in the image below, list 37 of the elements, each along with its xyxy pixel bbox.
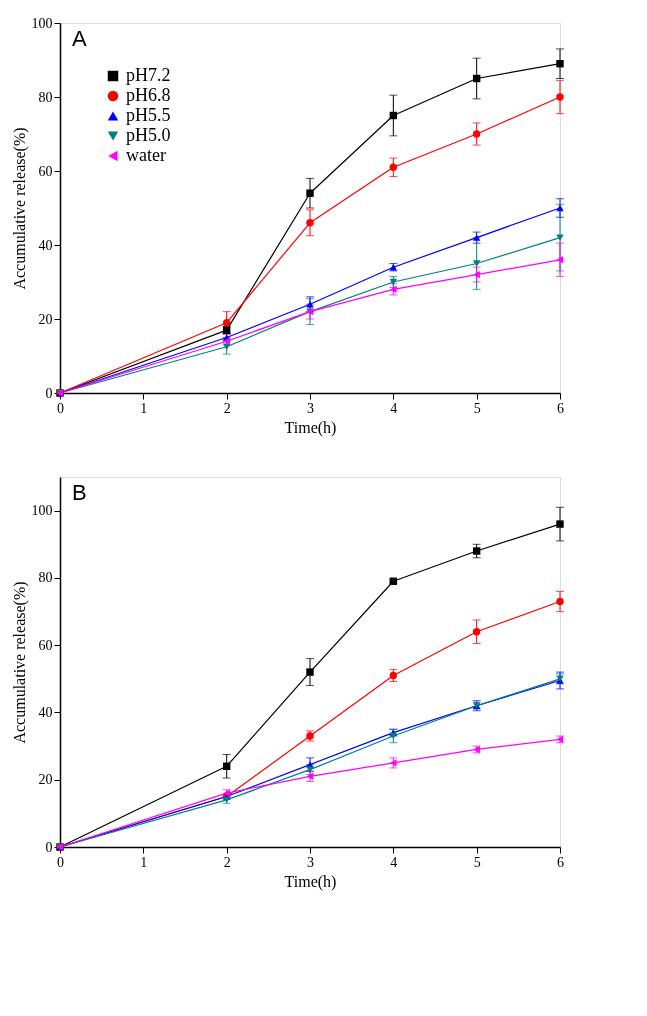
y-tick-label: 100 — [31, 503, 53, 519]
x-tick-label: 6 — [557, 854, 564, 870]
legend-label: pH5.5 — [126, 105, 171, 125]
y-tick-label: 80 — [38, 570, 53, 586]
x-tick-label: 4 — [390, 854, 398, 870]
x-tick-label: 3 — [307, 400, 314, 416]
y-tick-label: 20 — [38, 311, 53, 327]
y-tick-label: 20 — [38, 772, 53, 788]
y-axis-title: Accumulative release(%) — [10, 127, 29, 290]
x-tick-label: 0 — [57, 854, 64, 870]
legend-label: pH7.2 — [126, 65, 171, 85]
x-tick-label: 2 — [223, 854, 231, 870]
y-tick-label: 40 — [38, 704, 53, 720]
legend-label: water — [126, 145, 166, 165]
legend-label: pH6.8 — [126, 85, 171, 105]
y-tick-label: 100 — [31, 15, 53, 31]
x-tick-label: 5 — [473, 400, 481, 416]
chart-title: B — [72, 480, 87, 505]
x-tick-label: 0 — [57, 400, 64, 416]
y-axis-title: Accumulative release(%) — [10, 581, 29, 744]
x-tick-label: 1 — [140, 400, 148, 416]
y-tick-label: 80 — [38, 89, 53, 105]
x-tick-label: 3 — [307, 854, 314, 870]
x-axis-title: Time(h) — [284, 872, 337, 891]
y-tick-label: 0 — [45, 385, 53, 401]
y-tick-label: 0 — [45, 839, 53, 855]
x-tick-label: 5 — [473, 854, 481, 870]
y-tick-label: 40 — [38, 237, 53, 253]
x-tick-label: 4 — [390, 400, 398, 416]
y-tick-label: 60 — [38, 637, 53, 653]
legend-label: pH5.0 — [126, 125, 171, 145]
x-tick-label: 2 — [223, 400, 231, 416]
chart-title: A — [72, 26, 87, 51]
x-axis-title: Time(h) — [284, 418, 337, 437]
x-tick-label: 6 — [557, 400, 564, 416]
y-tick-label: 60 — [38, 163, 53, 179]
x-tick-label: 1 — [140, 854, 148, 870]
